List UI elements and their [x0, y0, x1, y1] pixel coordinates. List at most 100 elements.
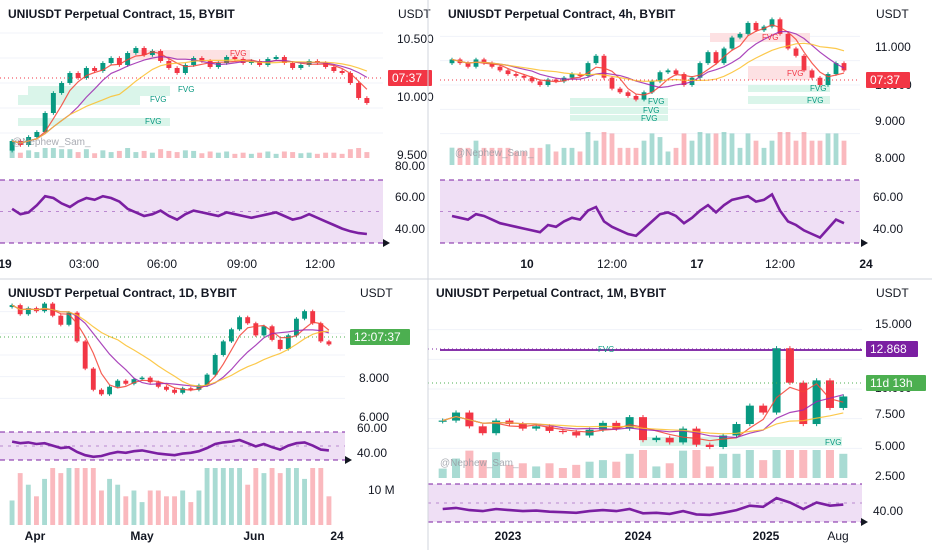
- volume-bar: [240, 152, 246, 158]
- volume-bar: [729, 133, 735, 165]
- candle-body: [705, 52, 711, 64]
- moving-average-line: [451, 24, 845, 96]
- rsi-tick-label: 60.00: [395, 190, 425, 204]
- moving-average-line: [11, 59, 368, 144]
- volume-bar: [617, 147, 623, 165]
- volume-bar: [809, 140, 815, 165]
- volume-bar: [478, 460, 487, 478]
- candle-body: [66, 312, 72, 325]
- rsi-line: [442, 496, 844, 517]
- fvg-zone: [28, 86, 170, 96]
- volume-bar: [492, 452, 501, 478]
- chart-title: UNIUSDT Perpetual Contract, 15, BYBIT: [8, 7, 235, 21]
- volume-bar: [9, 500, 15, 525]
- volume-bar: [356, 148, 362, 158]
- volume-bar: [561, 147, 567, 165]
- candle-body: [492, 420, 501, 434]
- volume-bar: [812, 450, 821, 478]
- rsi-line: [11, 194, 368, 236]
- volume-bar: [545, 463, 554, 478]
- volume-bar: [772, 450, 781, 478]
- fvg-label: FVG: [641, 114, 657, 123]
- time-tick-label: Apr: [25, 529, 46, 543]
- candle-body: [465, 63, 471, 67]
- candle-body: [82, 341, 88, 369]
- volume-bar: [777, 132, 783, 165]
- rsi-line: [11, 438, 330, 459]
- volume-bar: [569, 147, 575, 165]
- candle-body: [601, 55, 607, 78]
- volume-bar: [67, 149, 73, 158]
- volume-bar: [182, 150, 188, 158]
- volume-bar: [174, 152, 180, 158]
- volume-bar: [331, 152, 337, 158]
- candle-body: [182, 65, 188, 73]
- candle-body: [652, 437, 661, 441]
- axis-arrow-icon: [861, 239, 868, 247]
- volume-bar: [123, 496, 129, 525]
- time-tick-label: 2024: [625, 529, 652, 543]
- candle-body: [729, 37, 735, 49]
- price-tick-label: 10.500: [397, 32, 434, 46]
- candle-body: [759, 405, 768, 413]
- fvg-zone: [570, 107, 668, 114]
- candle-body: [99, 389, 104, 395]
- candle-body: [149, 51, 155, 55]
- last-price-badge: [350, 329, 410, 345]
- chart-panel-4: UNIUSDT Perpetual Contract, 1M, BYBIT USD…: [428, 286, 926, 543]
- moving-average-line: [11, 304, 330, 391]
- fvg-zone: [710, 33, 810, 42]
- volume-bar: [269, 468, 275, 525]
- price-tick-label: 8.000: [875, 151, 905, 165]
- rsi-tick-label: 40.00: [873, 222, 903, 236]
- price-tick-label: 7.500: [875, 407, 905, 421]
- fvg-label: FVG: [598, 345, 614, 354]
- candle-body: [50, 93, 56, 113]
- volume-bar: [665, 463, 674, 478]
- last-price-badge: [866, 341, 918, 357]
- fvg-zone: [640, 437, 842, 446]
- candle-body: [92, 68, 98, 71]
- volume-bar: [689, 140, 695, 165]
- time-tick-label: 24: [859, 257, 873, 271]
- time-tick-label: 06:00: [147, 257, 177, 271]
- fvg-label: FVG: [825, 438, 841, 447]
- volume-bar: [42, 478, 47, 525]
- volume-bar: [237, 468, 242, 525]
- volume-bar: [841, 140, 847, 165]
- volume-bar: [641, 140, 647, 165]
- volume-bar: [298, 153, 304, 158]
- volume-bar: [90, 468, 96, 525]
- candle-body: [719, 435, 728, 447]
- fvg-zone: [748, 66, 810, 80]
- volume-bar: [245, 484, 251, 525]
- candle-body: [75, 73, 81, 78]
- volume-bar: [204, 468, 210, 525]
- volume-bar: [759, 460, 768, 478]
- rsi-tick-label: 60.00: [357, 421, 387, 435]
- candle-body: [347, 73, 353, 83]
- volume-bar: [215, 152, 221, 158]
- candle-body: [713, 52, 719, 64]
- candle-body: [617, 88, 623, 93]
- volume-bar: [753, 140, 759, 165]
- fvg-label: FVG: [178, 85, 194, 94]
- last-price-badge: [866, 72, 910, 88]
- volume-bar: [625, 453, 634, 478]
- fvg-label: FVG: [762, 33, 778, 42]
- candle-body: [438, 420, 447, 422]
- moving-average-line: [442, 383, 844, 442]
- volume-bar: [115, 484, 121, 525]
- volume-bar: [261, 473, 267, 525]
- time-tick-label: 24: [330, 529, 344, 543]
- axis-arrow-icon: [861, 518, 868, 526]
- volume-bar: [212, 468, 218, 525]
- volume-bar: [633, 147, 639, 165]
- fvg-label: FVG: [648, 97, 664, 106]
- candle-body: [100, 63, 106, 71]
- volume-bar: [489, 147, 495, 165]
- candle-body: [745, 22, 751, 34]
- candle-body: [449, 59, 455, 64]
- candle-body: [478, 426, 487, 434]
